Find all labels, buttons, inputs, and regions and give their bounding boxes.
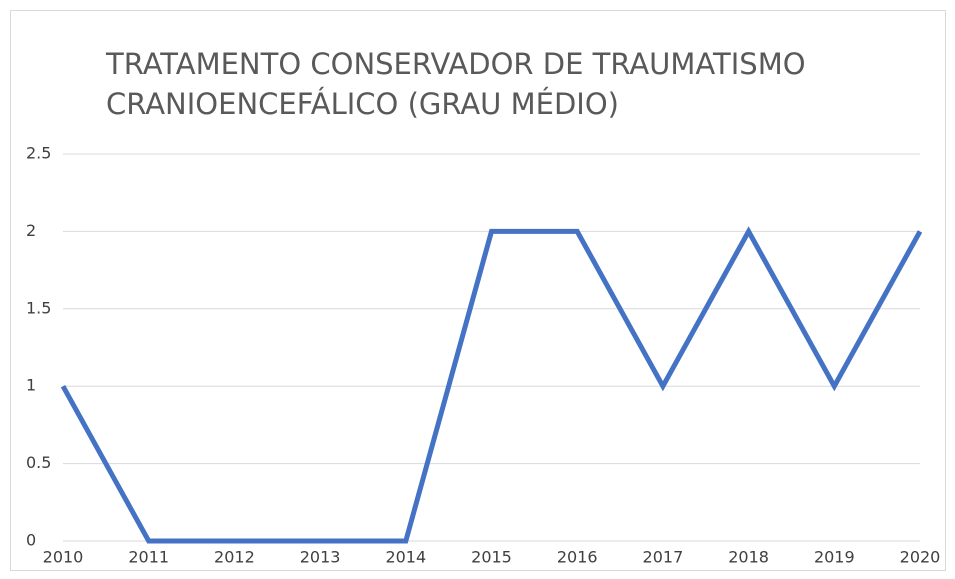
x-tick-label: 2013: [300, 548, 341, 567]
y-tick-label: 1: [26, 376, 36, 395]
x-tick-label: 2019: [814, 548, 855, 567]
x-tick-label: 2016: [557, 548, 598, 567]
y-tick-label: 0: [26, 531, 36, 550]
x-tick-label: 2020: [900, 548, 941, 567]
x-tick-label: 2017: [643, 548, 684, 567]
y-tick-label: 0.5: [26, 453, 51, 472]
chart-title: TRATAMENTO CONSERVADOR DE TRAUMATISMO CR…: [106, 47, 806, 121]
y-tick-label: 2.5: [26, 144, 51, 163]
y-tick-label: 2: [26, 221, 36, 240]
data-line: [60, 226, 923, 544]
y-tick-label: 1.5: [26, 298, 51, 317]
x-tick-label: 2015: [471, 548, 512, 567]
x-tick-label: 2011: [128, 548, 169, 567]
x-tick-label: 2010: [43, 548, 84, 567]
x-tick-label: 2018: [728, 548, 769, 567]
x-tick-label: 2014: [385, 548, 426, 567]
x-tick-label: 2012: [214, 548, 255, 567]
chart-border: [10, 10, 946, 571]
